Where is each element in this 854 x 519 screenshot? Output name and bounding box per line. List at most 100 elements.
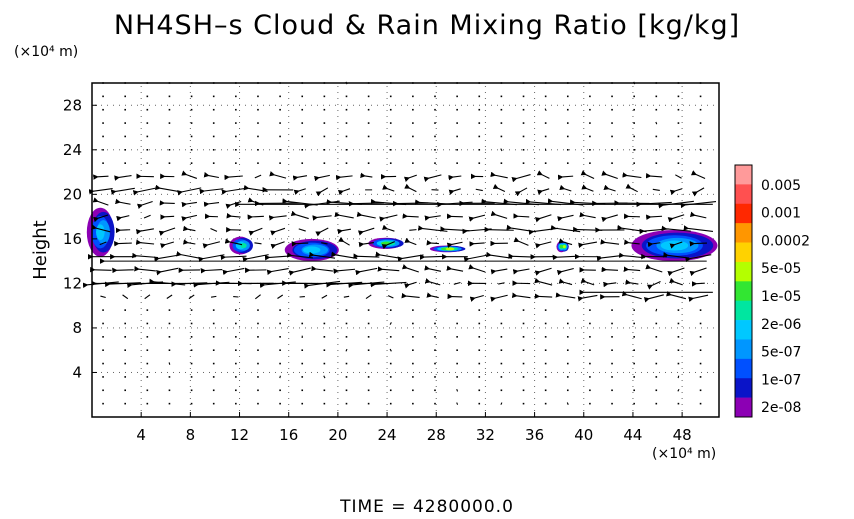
wind-vector — [522, 389, 525, 392]
wind-vector — [490, 294, 508, 302]
wind-vector — [633, 322, 635, 325]
wind-vector — [522, 108, 525, 111]
wind-vector — [367, 122, 370, 124]
wind-vector — [544, 402, 547, 405]
wind-vector — [500, 108, 503, 111]
wind-vector — [212, 322, 215, 325]
wind-vector — [112, 267, 134, 274]
wind-vector — [468, 214, 486, 222]
wind-vector — [323, 108, 326, 111]
wind-vector — [448, 174, 462, 181]
wind-vector — [677, 402, 680, 405]
wind-vector — [633, 349, 635, 351]
wind-vector — [345, 336, 348, 338]
wind-vector — [544, 362, 547, 365]
wind-vector — [424, 215, 441, 221]
wind-vector — [566, 122, 569, 124]
wind-vector — [381, 241, 395, 250]
wind-vector — [315, 187, 329, 197]
colorbar-segment — [735, 223, 752, 243]
wind-vector — [337, 228, 352, 235]
wind-vector — [566, 95, 569, 98]
wind-vector — [132, 187, 158, 196]
y-tick-label: 20 — [63, 185, 82, 203]
wind-vector — [566, 376, 569, 378]
wind-vector — [633, 108, 635, 111]
wind-vector — [367, 108, 370, 111]
wind-vector — [645, 264, 663, 273]
wind-vector — [288, 267, 311, 276]
wind-vector — [190, 336, 193, 338]
wind-vector — [166, 294, 173, 299]
wind-vector — [248, 227, 263, 236]
wind-vector — [124, 322, 126, 325]
wind-vector — [423, 174, 442, 182]
wind-vector — [511, 174, 531, 183]
wind-vector — [534, 267, 552, 276]
wind-vector — [469, 241, 485, 247]
wind-vector — [257, 135, 259, 138]
wind-vector — [580, 277, 595, 286]
wind-vector — [190, 349, 193, 351]
wind-vector — [321, 294, 328, 299]
wind-vector — [144, 294, 151, 300]
x-tick-label: 24 — [378, 426, 397, 444]
wind-vector — [116, 215, 130, 222]
wind-vector — [611, 135, 613, 138]
wind-vector — [404, 281, 417, 289]
colorbar-tick-label: 2e-08 — [761, 400, 801, 416]
wind-vector — [387, 295, 394, 299]
x-tick-label: 48 — [673, 426, 692, 444]
wind-vector — [146, 135, 149, 138]
wind-vector — [633, 149, 635, 151]
wind-vector — [102, 309, 104, 311]
wind-vector — [699, 336, 702, 338]
wind-vector — [212, 402, 215, 405]
wind-vector — [389, 402, 392, 405]
wind-vector — [699, 349, 702, 351]
wind-vector — [389, 122, 392, 124]
x-axis-unit: (×10⁴ m) — [652, 446, 717, 462]
wind-vector — [478, 122, 481, 124]
wind-vector — [689, 211, 707, 219]
wind-vector — [655, 149, 658, 151]
wind-vector — [646, 280, 661, 290]
wind-vector — [235, 362, 237, 365]
x-tick-label: 40 — [574, 426, 593, 444]
wind-vector — [257, 322, 259, 325]
wind-vector — [292, 175, 308, 181]
wind-vector — [566, 362, 569, 365]
wind-vector — [456, 376, 458, 378]
wind-vector — [699, 322, 702, 325]
wind-vector — [345, 162, 348, 164]
wind-vector — [212, 95, 215, 98]
wind-vector — [190, 122, 193, 124]
wind-vector — [301, 149, 304, 151]
wind-vector — [88, 188, 113, 195]
wind-vector — [235, 322, 237, 325]
wind-vector — [522, 402, 525, 405]
wind-vector — [190, 402, 193, 405]
wind-vector — [440, 226, 470, 232]
wind-vector — [158, 227, 176, 236]
wind-vector — [611, 162, 613, 164]
wind-vector — [677, 388, 680, 392]
x-tick-label: 8 — [186, 426, 196, 444]
wind-vector — [589, 108, 591, 111]
wind-vector — [544, 309, 547, 311]
wind-vector — [633, 122, 635, 124]
wind-vector — [611, 389, 613, 392]
wind-vector — [212, 149, 215, 151]
wind-vector — [279, 336, 281, 338]
wind-vector — [611, 108, 613, 111]
wind-vector — [146, 376, 149, 378]
wind-vector — [279, 349, 281, 351]
wind-vector — [379, 214, 398, 222]
wind-vector — [699, 362, 702, 365]
wind-vector — [345, 122, 348, 124]
wind-vector — [198, 254, 225, 263]
wind-vector — [566, 135, 569, 138]
wind-vector — [99, 241, 107, 246]
wind-vector — [224, 174, 243, 181]
wind-vector — [655, 389, 658, 392]
